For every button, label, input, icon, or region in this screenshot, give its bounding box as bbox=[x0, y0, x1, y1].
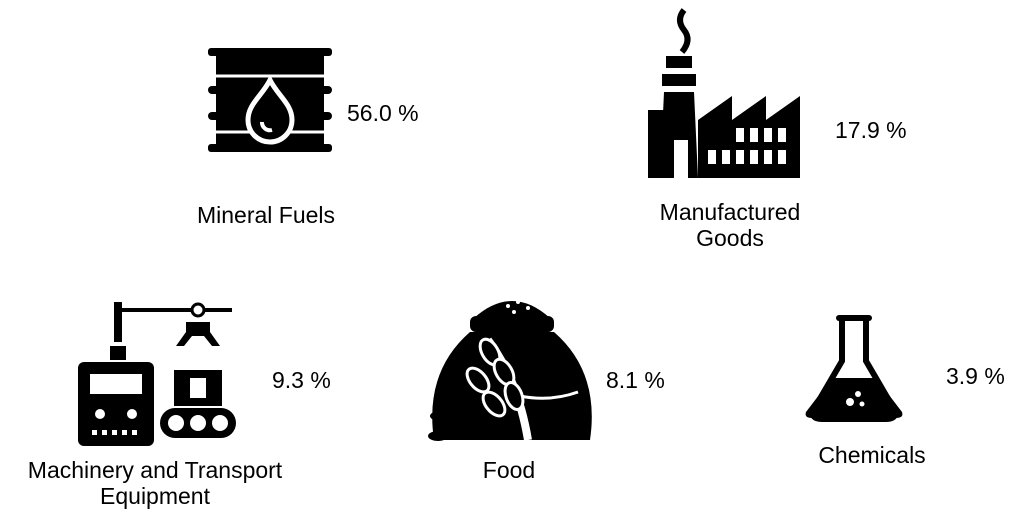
category-label: Machinery and Transport Equipment bbox=[27, 457, 283, 509]
share: 9.3 % bbox=[272, 367, 331, 393]
machinery-icon bbox=[78, 302, 236, 446]
factory-icon bbox=[648, 8, 800, 178]
food-sack-icon bbox=[428, 300, 592, 441]
share: 8.1 % bbox=[606, 367, 665, 393]
flask-icon bbox=[805, 315, 903, 422]
category-label: Food bbox=[482, 457, 536, 483]
share: 3.9 % bbox=[946, 363, 1005, 389]
share: 56.0 % bbox=[347, 100, 419, 126]
category-label: Manufactured Goods bbox=[659, 199, 801, 251]
barrel-icon bbox=[208, 48, 332, 152]
share: 17.9 % bbox=[835, 117, 907, 143]
category-label: Mineral Fuels bbox=[196, 202, 336, 228]
category-label: Chemicals bbox=[818, 442, 926, 468]
